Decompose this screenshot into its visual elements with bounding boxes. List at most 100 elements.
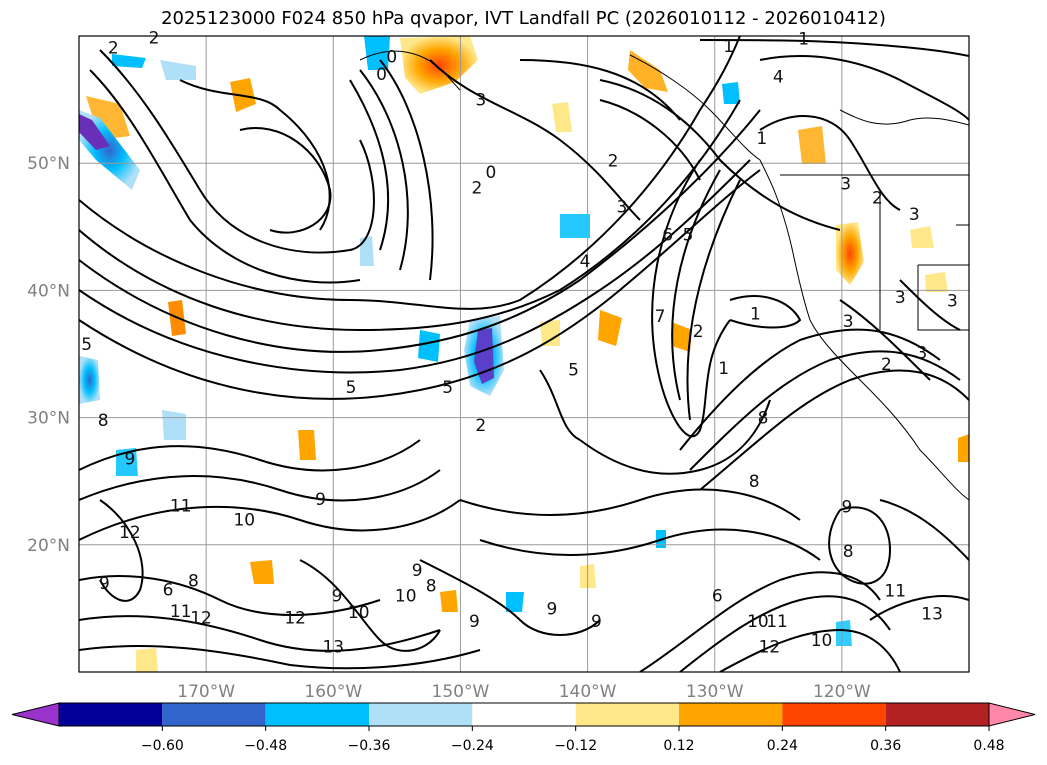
contour-line bbox=[719, 628, 901, 672]
anomaly-positive bbox=[836, 222, 864, 285]
contour-label: 1 bbox=[756, 129, 767, 149]
contour-line bbox=[899, 279, 961, 331]
anomaly-positive bbox=[598, 310, 622, 346]
contour-line bbox=[869, 595, 969, 621]
colorbar-tick-label: 0.48 bbox=[973, 738, 1004, 754]
contour-label: 2 bbox=[108, 38, 119, 58]
anomaly-negative bbox=[360, 236, 374, 266]
coastline bbox=[917, 265, 969, 331]
contour-label: 3 bbox=[895, 288, 906, 308]
x-tick-label: 170°W bbox=[177, 682, 235, 702]
colorbar-tick-label: −0.60 bbox=[141, 738, 184, 754]
contour-line bbox=[759, 115, 901, 211]
coastline bbox=[839, 109, 969, 126]
colorbar-segment bbox=[679, 703, 783, 726]
colorbar-extend-max bbox=[988, 702, 1036, 727]
contour-label: 9 bbox=[469, 612, 480, 632]
contour-label: 8 bbox=[843, 542, 854, 562]
anomaly-negative bbox=[79, 114, 110, 150]
x-axis-ticks: 170°W 160°W 150°W 140°W 130°W 120°W bbox=[177, 682, 871, 702]
plot-frame bbox=[78, 35, 970, 673]
colorbar-segment bbox=[782, 703, 886, 726]
figure-title: 2025123000 F024 850 hPa qvapor, IVT Land… bbox=[161, 8, 886, 29]
contour-line bbox=[579, 399, 771, 475]
coastline bbox=[629, 54, 969, 501]
colorbar-segment bbox=[59, 703, 163, 726]
contour-label: 1 bbox=[798, 30, 809, 50]
contour-label: 5 bbox=[683, 225, 694, 245]
contour-label: 0 bbox=[376, 65, 387, 85]
grid-lines bbox=[79, 36, 969, 672]
contour-label: 8 bbox=[98, 411, 109, 431]
contour-layer bbox=[79, 36, 969, 672]
contour-line bbox=[519, 59, 681, 121]
anomaly-negative bbox=[112, 54, 146, 68]
contour-label: 13 bbox=[322, 638, 344, 658]
contour-line bbox=[379, 59, 434, 281]
contour-label: 9 bbox=[842, 498, 853, 518]
anomaly-positive bbox=[136, 648, 158, 672]
anomaly-positive bbox=[925, 272, 948, 292]
anomaly-negative bbox=[116, 448, 138, 476]
colorbar-frame bbox=[58, 702, 990, 727]
contour-label: 4 bbox=[773, 68, 784, 88]
y-tick-label: 50°N bbox=[27, 154, 70, 174]
anomaly-negative bbox=[560, 214, 590, 238]
contour-label: 10 bbox=[395, 587, 417, 607]
anomaly-negative bbox=[162, 410, 186, 440]
contour-label: 12 bbox=[284, 608, 306, 628]
contour-label: 13 bbox=[921, 604, 943, 624]
contour-label: 10 bbox=[233, 510, 255, 530]
contour-line bbox=[99, 499, 144, 602]
x-tick-label: 140°W bbox=[559, 682, 617, 702]
contour-label: 3 bbox=[840, 175, 851, 195]
contour-line bbox=[729, 295, 802, 329]
contour-label: 11 bbox=[884, 582, 906, 602]
colorbar-segment bbox=[885, 703, 989, 726]
contour-line bbox=[479, 528, 821, 561]
colorbar-segment bbox=[162, 703, 266, 726]
anomaly-negative bbox=[506, 592, 524, 612]
contour-label: 8 bbox=[749, 472, 760, 492]
contour-label: 9 bbox=[124, 449, 135, 469]
y-tick-label: 20°N bbox=[27, 536, 70, 556]
colorbar-segment bbox=[575, 703, 679, 726]
contour-label: 8 bbox=[426, 577, 437, 597]
contour-label: 9 bbox=[315, 490, 326, 510]
anomaly-positive bbox=[552, 102, 572, 132]
anomaly-positive bbox=[958, 434, 969, 462]
contour-line bbox=[99, 49, 375, 254]
contour-label: 11 bbox=[170, 602, 192, 622]
contour-line bbox=[699, 369, 969, 491]
contour-label: 3 bbox=[475, 91, 486, 111]
anomaly-negative bbox=[836, 620, 852, 646]
anomaly-positive bbox=[798, 126, 826, 164]
contour-line bbox=[686, 179, 741, 421]
contour-line bbox=[879, 499, 969, 561]
x-tick-label: 120°W bbox=[813, 682, 871, 702]
contour-label: 8 bbox=[188, 571, 199, 591]
anomaly-positive bbox=[628, 50, 668, 92]
contour-label: 2 bbox=[881, 355, 892, 375]
contour-line bbox=[699, 39, 969, 57]
contour-label: 9 bbox=[99, 574, 110, 594]
y-tick-label: 40°N bbox=[27, 281, 70, 301]
y-axis-ticks: 50°N 40°N 30°N 20°N bbox=[27, 154, 70, 556]
contour-label: 5 bbox=[442, 378, 453, 398]
contour-label: 3 bbox=[917, 344, 928, 364]
contour-line bbox=[539, 369, 581, 441]
contour-line bbox=[599, 79, 841, 231]
contour-label: 3 bbox=[947, 292, 958, 312]
contour-line bbox=[79, 36, 741, 310]
coastline bbox=[359, 50, 461, 91]
contour-label: 1 bbox=[750, 304, 761, 324]
contour-label: 10 bbox=[348, 603, 370, 623]
contour-line bbox=[79, 575, 381, 616]
anomaly-positive bbox=[672, 322, 692, 352]
contour-line bbox=[689, 350, 961, 471]
anomaly-positive bbox=[910, 226, 934, 248]
anomaly-negative bbox=[418, 330, 440, 362]
contour-label: 3 bbox=[616, 197, 627, 217]
